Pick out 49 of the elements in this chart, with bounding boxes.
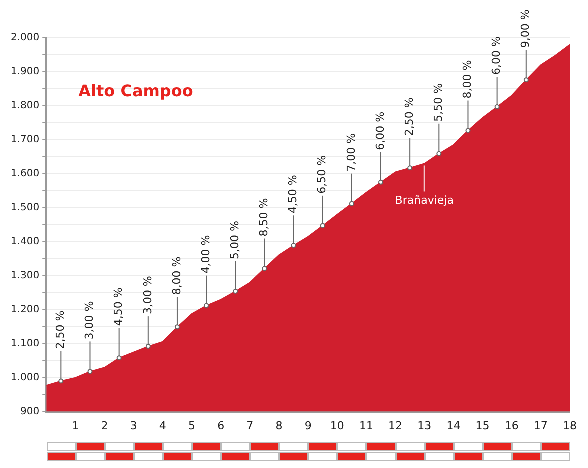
annotation: 4,00 % (199, 235, 212, 274)
x-tick-label: 12 (388, 419, 403, 432)
annotation: 8,50 % (258, 198, 271, 237)
x-tick-label: 6 (218, 419, 225, 432)
y-tick-label: 1.300 (10, 270, 40, 282)
annotation: 7,00 % (344, 133, 358, 172)
x-tick-label: 1 (72, 419, 80, 432)
y-tick-label: 2.000 (10, 32, 40, 44)
annotation: 9,00 % (519, 10, 532, 48)
x-tick-label: 13 (418, 419, 432, 432)
annotation: 5,50 % (432, 83, 446, 122)
x-tick-label: 15 (476, 419, 490, 432)
annotation: 2,50 % (54, 310, 68, 350)
x-tick-label: 16 (504, 419, 519, 432)
y-tick-label: 900 (20, 406, 40, 418)
y-tick-label: 1.400 (10, 236, 40, 248)
x-tick-label: 7 (246, 419, 254, 432)
x-tick-label: 8 (276, 419, 283, 432)
x-tick-label: 4 (159, 419, 166, 432)
y-tick-label: 1.700 (10, 134, 40, 146)
annotation: 4,50 % (112, 288, 126, 326)
annotation: 8,00 % (461, 60, 474, 99)
x-tick-label: 17 (534, 419, 548, 432)
y-tick-label: 1.600 (10, 168, 40, 180)
x-tick-label: 9 (304, 419, 312, 432)
x-tick-label: 10 (330, 419, 344, 432)
x-tick-label: 3 (130, 419, 138, 432)
annotation: 6,50 % (316, 155, 329, 194)
annotation: 8,00 % (170, 256, 184, 296)
y-tick-label: 1.800 (10, 100, 40, 112)
x-tick-label: 2 (101, 419, 108, 432)
annotation: Brañavieja (395, 194, 454, 208)
annotation: 4,50 % (286, 175, 300, 214)
text: Alto Campoo (78, 82, 194, 101)
y-tick-label: 1.500 (10, 202, 40, 214)
annotation: 6,00 % (374, 112, 387, 150)
y-tick-label: 1.900 (10, 66, 40, 78)
annotation: 3,00 % (83, 301, 96, 340)
annotation: 2,50 % (402, 98, 416, 136)
y-tick-label: 1.000 (10, 372, 40, 384)
x-tick-label: 18 (563, 419, 577, 432)
x-tick-label: 11 (359, 419, 374, 432)
annotation: 3,00 % (141, 276, 154, 315)
annotation: 6,00 % (490, 36, 504, 75)
x-tick-label: 5 (188, 419, 196, 432)
y-tick-label: 1.200 (10, 304, 40, 316)
x-tick-label: 14 (446, 419, 461, 432)
annotation: 5,00 % (228, 221, 242, 260)
y-tick-label: 1.100 (10, 338, 40, 350)
